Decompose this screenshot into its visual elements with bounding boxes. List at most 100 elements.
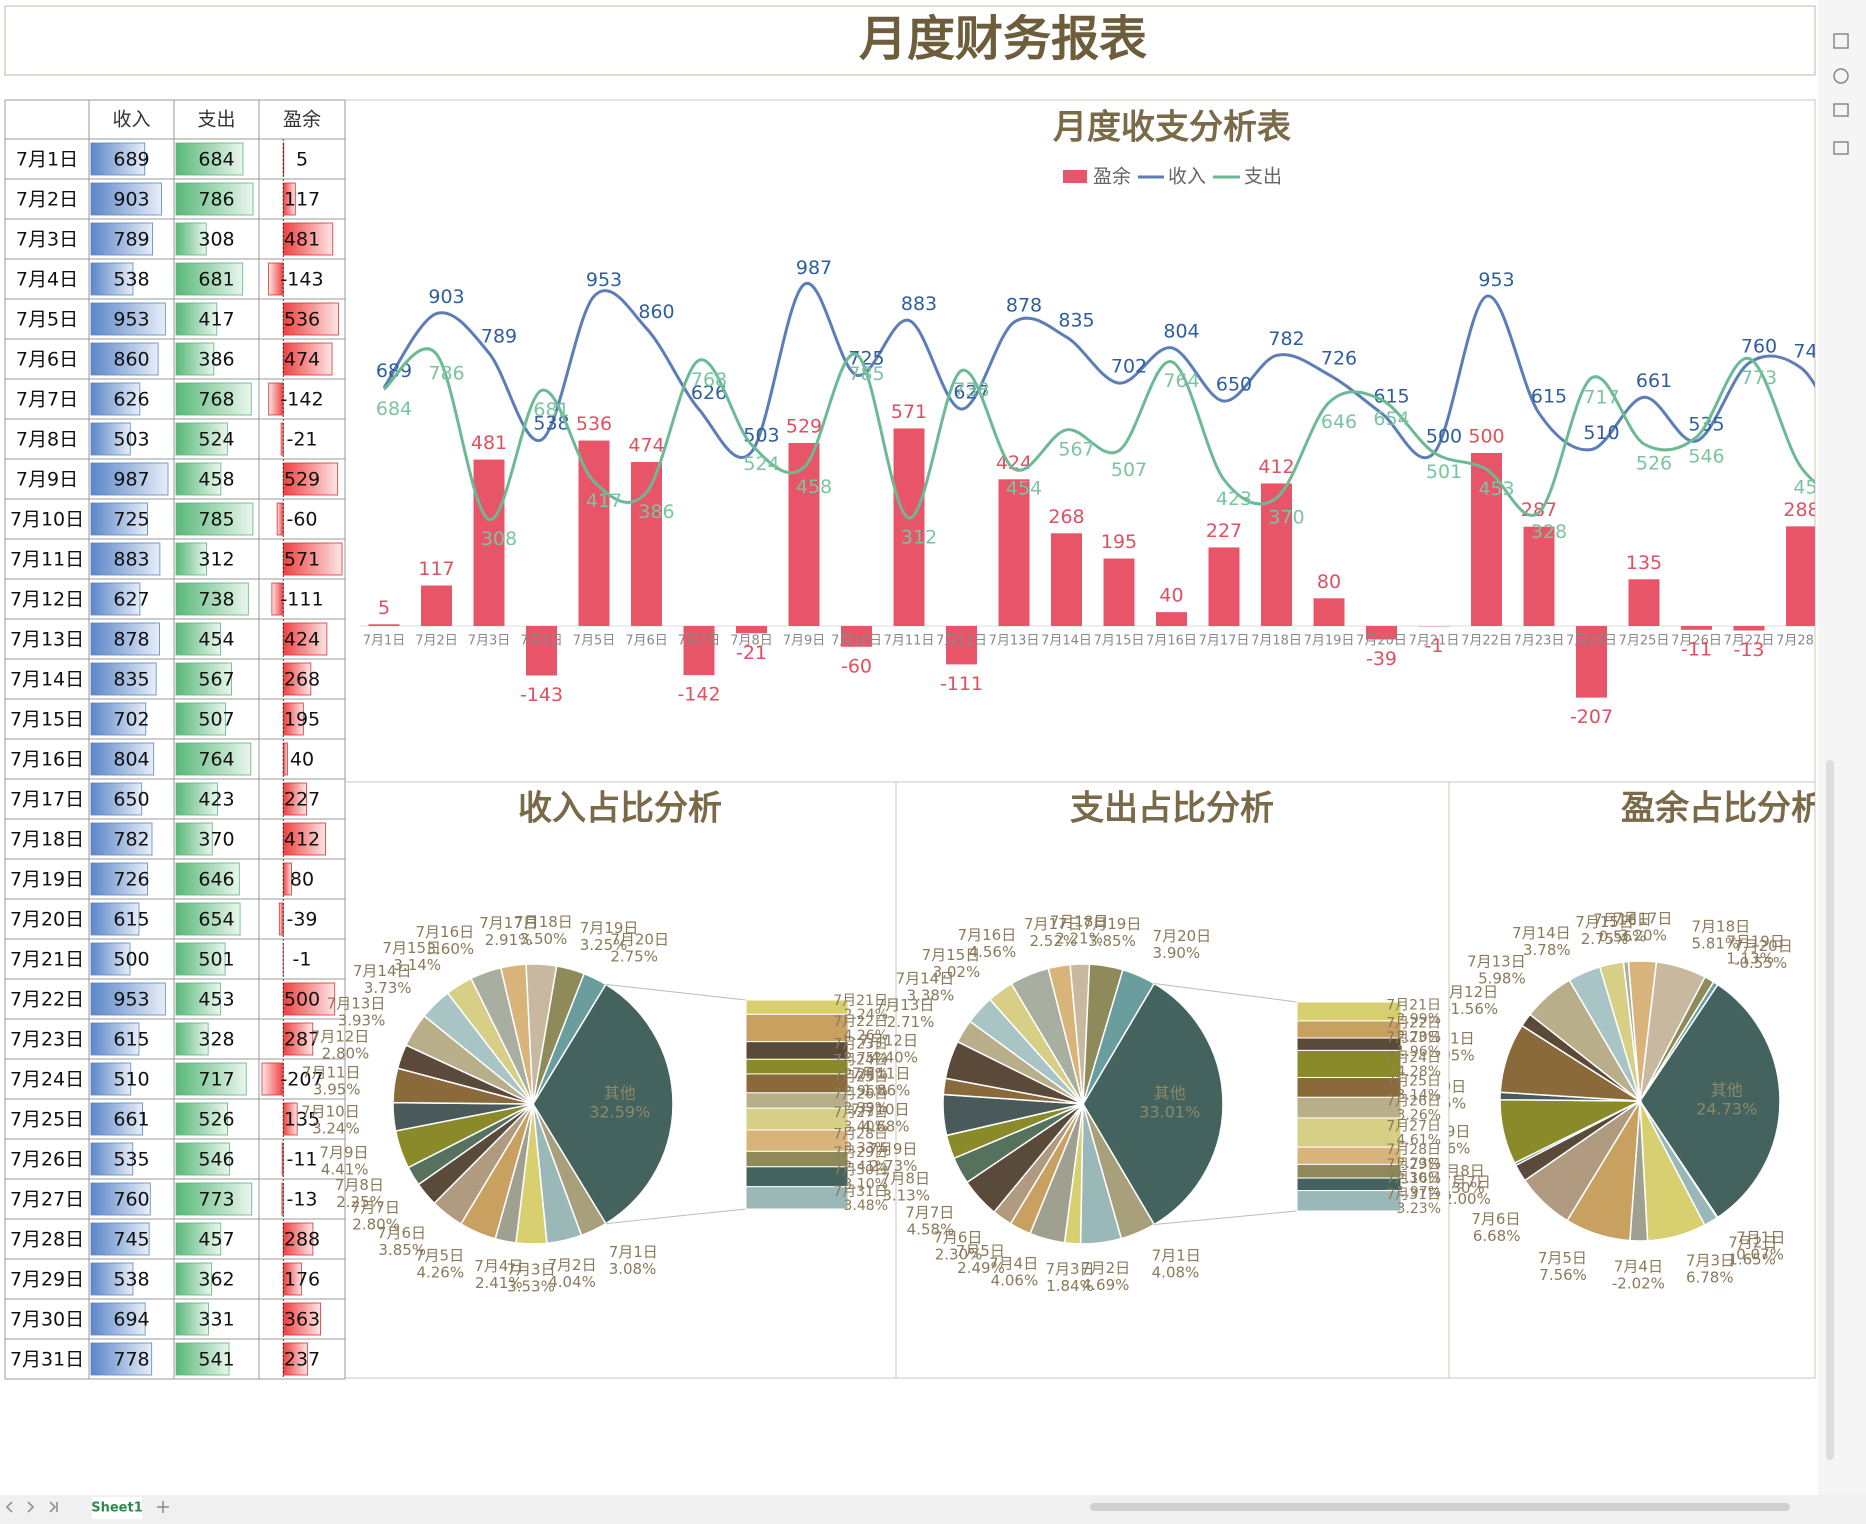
slice-date-label: 7月10日	[1407, 1077, 1466, 1095]
bar	[1471, 453, 1502, 626]
bar-value-label: 195	[1101, 531, 1137, 553]
slice-percent-label: 1.65%	[1728, 1250, 1776, 1268]
line-value-label: 717	[1583, 386, 1619, 408]
add-sheet[interactable]	[157, 1501, 169, 1513]
nav-next[interactable]	[27, 1501, 35, 1513]
line-value-label: 773	[1741, 367, 1777, 389]
segment-percent-label: 1.96%	[1397, 1044, 1441, 1060]
x-tick-label: 7月5日	[573, 634, 616, 649]
cell-value: 535	[113, 1149, 149, 1171]
data-bar	[282, 222, 334, 256]
nav-prev[interactable]	[5, 1501, 13, 1513]
slice-percent-label: 3.53%	[507, 1277, 555, 1295]
bar-value-label: -111	[940, 673, 983, 695]
cell-value: 773	[198, 1189, 234, 1211]
line-value-label: 654	[1373, 408, 1409, 430]
cell-value: 5	[296, 149, 308, 171]
slice-percent-label: 3.24%	[312, 1119, 360, 1137]
data-bar	[90, 422, 131, 456]
slice-date-label: 7月18日	[1692, 917, 1751, 935]
line-value-label: 681	[533, 399, 569, 421]
segment-percent-label: 4.28%	[1397, 1064, 1441, 1080]
line-value-label: 626	[691, 382, 727, 404]
icon[interactable]	[1833, 33, 1849, 49]
cell-value: -111	[280, 589, 323, 611]
segment-date-label: 7月26日	[833, 1087, 888, 1103]
slice-date-label: 7月18日	[1050, 913, 1109, 931]
segment-percent-label: 1.97%	[1397, 1184, 1441, 1200]
pie-slice	[532, 972, 607, 1105]
segment-percent-label: 2.28%	[844, 1067, 888, 1083]
cell-value: 702	[113, 709, 149, 731]
x-tick-label: 7月21日	[1409, 634, 1460, 649]
cell-value: 764	[198, 749, 234, 771]
x-tick-label: 7月3日	[468, 634, 511, 649]
slice-date-label: 7月6日	[933, 1228, 982, 1246]
bar-segment	[1296, 1117, 1402, 1148]
sheet-nav[interactable]	[5, 1501, 169, 1513]
row-date: 7月9日	[16, 469, 78, 491]
line-value-label: 567	[1058, 438, 1094, 460]
row-date: 7月8日	[16, 429, 78, 451]
connector	[605, 1208, 747, 1225]
x-tick-label: 7月19日	[1304, 634, 1355, 649]
bar-value-label: -60	[841, 655, 872, 677]
data-bar	[90, 982, 166, 1016]
data-bar	[175, 1182, 253, 1216]
slice-date-label: 7月14日	[896, 969, 955, 987]
nav-last[interactable]	[49, 1501, 58, 1513]
column-header: 支出	[197, 109, 235, 131]
icon[interactable]	[1833, 141, 1849, 155]
cell-value: 626	[113, 389, 149, 411]
cell-value: 717	[198, 1069, 234, 1091]
data-bar	[175, 742, 252, 776]
slice-date-label: 7月2日	[1728, 1233, 1777, 1251]
slice-date-label: 7月9日	[1421, 1122, 1470, 1140]
x-tick-label: 7月9日	[783, 634, 826, 649]
slice-percent-label: 0.56%	[1599, 927, 1647, 945]
slice-percent-label: -2.00%	[1438, 1190, 1491, 1208]
data-bar	[175, 782, 218, 816]
data-bar	[175, 1222, 222, 1256]
segment-percent-label: 3.40%	[844, 1119, 888, 1135]
cell-value: 386	[198, 349, 234, 371]
slice-date-label: 7月4日	[474, 1257, 523, 1275]
data-bar	[90, 662, 157, 696]
cell-value: -39	[286, 909, 317, 931]
slice-date-label: 7月11日	[302, 1063, 361, 1081]
other-label: 其他	[1711, 1081, 1743, 1100]
cell-value: -142	[280, 389, 323, 411]
title-box	[4, 5, 1816, 76]
row-date: 7月27日	[10, 1189, 84, 1211]
sheet-tab[interactable]	[92, 1497, 142, 1519]
segment-percent-label: 2.99%	[1397, 1011, 1441, 1027]
h-scrollbar[interactable]	[1090, 1503, 1790, 1511]
bar-value-label: 287	[1521, 499, 1557, 521]
report-title: 月度财务报表	[859, 11, 1147, 67]
cell-value: 362	[198, 1269, 234, 1291]
line-value-label: 546	[1688, 446, 1724, 468]
slice-date-label: 7月10日	[301, 1102, 360, 1120]
sheet-tab-label[interactable]: Sheet1	[91, 1501, 143, 1516]
row-date: 7月13日	[10, 629, 84, 651]
slice-date-label: 7月7日	[905, 1204, 954, 1222]
slice-percent-label: 2.73%	[870, 1157, 918, 1175]
icon[interactable]	[1833, 103, 1849, 117]
data-bar	[90, 742, 155, 776]
segment-percent-label: 4.26%	[844, 1028, 888, 1044]
line-value-label: 903	[428, 286, 464, 308]
icon[interactable]	[1833, 68, 1849, 84]
slice-percent-label: 7.46%	[1423, 1139, 1471, 1157]
slice-percent-label: 4.06%	[991, 1272, 1039, 1290]
slice-date-label: 7月5日	[956, 1242, 1005, 1260]
slice-percent-label: -0.85%	[1413, 1094, 1466, 1112]
cell-value: 782	[113, 829, 149, 851]
slice-percent-label: 4.41%	[321, 1160, 369, 1178]
data-bar	[175, 1302, 209, 1336]
slice-date-label: 7月6日	[1471, 1210, 1520, 1228]
cell-value: -11	[286, 1149, 317, 1171]
v-scrollbar[interactable]	[1826, 760, 1834, 1460]
bar-segment	[1296, 1049, 1402, 1078]
line-value-label: 646	[1321, 411, 1357, 433]
row-date: 7月23日	[10, 1029, 84, 1051]
